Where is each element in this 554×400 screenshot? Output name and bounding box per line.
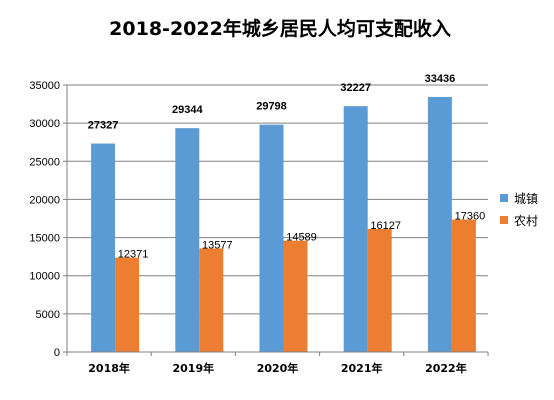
data-label: 14589 [286, 232, 317, 244]
bar-rural [115, 257, 140, 352]
x-tick-label: 2021年 [341, 361, 383, 375]
bar-urban [343, 106, 368, 353]
y-tick-label: 0 [54, 347, 60, 359]
x-tick-label: 2020年 [257, 361, 299, 375]
bar-urban [427, 96, 452, 352]
y-tick-label: 15000 [29, 233, 60, 245]
bar-rural [199, 248, 224, 352]
legend-label: 农村 [514, 214, 538, 228]
axis-layer: 0 5000 10000 15000 20000 25000 30000 35000 2018年… [29, 80, 489, 375]
data-label: 33436 [425, 73, 456, 85]
y-tick-label: 5000 [36, 309, 60, 321]
bars-layer [91, 96, 476, 353]
legend-label: 城镇 [514, 192, 538, 206]
y-tick-label: 35000 [29, 80, 60, 92]
legend-swatch [500, 216, 508, 224]
y-tick-label: 25000 [29, 156, 60, 168]
data-label: 27327 [88, 120, 119, 132]
x-tick-label: 2018年 [88, 361, 130, 375]
x-tick-label: 2022年 [425, 361, 467, 375]
data-label: 29798 [256, 101, 287, 113]
legend-swatch [500, 194, 508, 202]
bar-urban [175, 128, 200, 352]
chart-title: 2018-2022年城乡居民人均可支配收入 [109, 17, 451, 40]
y-tick-label: 10000 [29, 271, 60, 283]
bar-rural [451, 219, 476, 352]
data-label: 32227 [340, 82, 371, 94]
data-label: 29344 [172, 104, 203, 116]
y-tick-label: 20000 [29, 194, 60, 206]
y-tick-label: 30000 [29, 118, 60, 130]
bar-rural [283, 240, 308, 352]
bar-rural [367, 228, 392, 352]
bar-urban [259, 124, 284, 352]
data-labels-layer: 27327 12371 29344 13577 29798 14589 32227 16127… [88, 73, 485, 261]
data-label: 12371 [118, 249, 149, 261]
x-tick-label: 2019年 [172, 361, 214, 375]
data-label: 16127 [370, 220, 401, 232]
bar-urban [91, 143, 116, 352]
data-label: 13577 [202, 239, 233, 251]
data-label: 17360 [455, 211, 486, 223]
